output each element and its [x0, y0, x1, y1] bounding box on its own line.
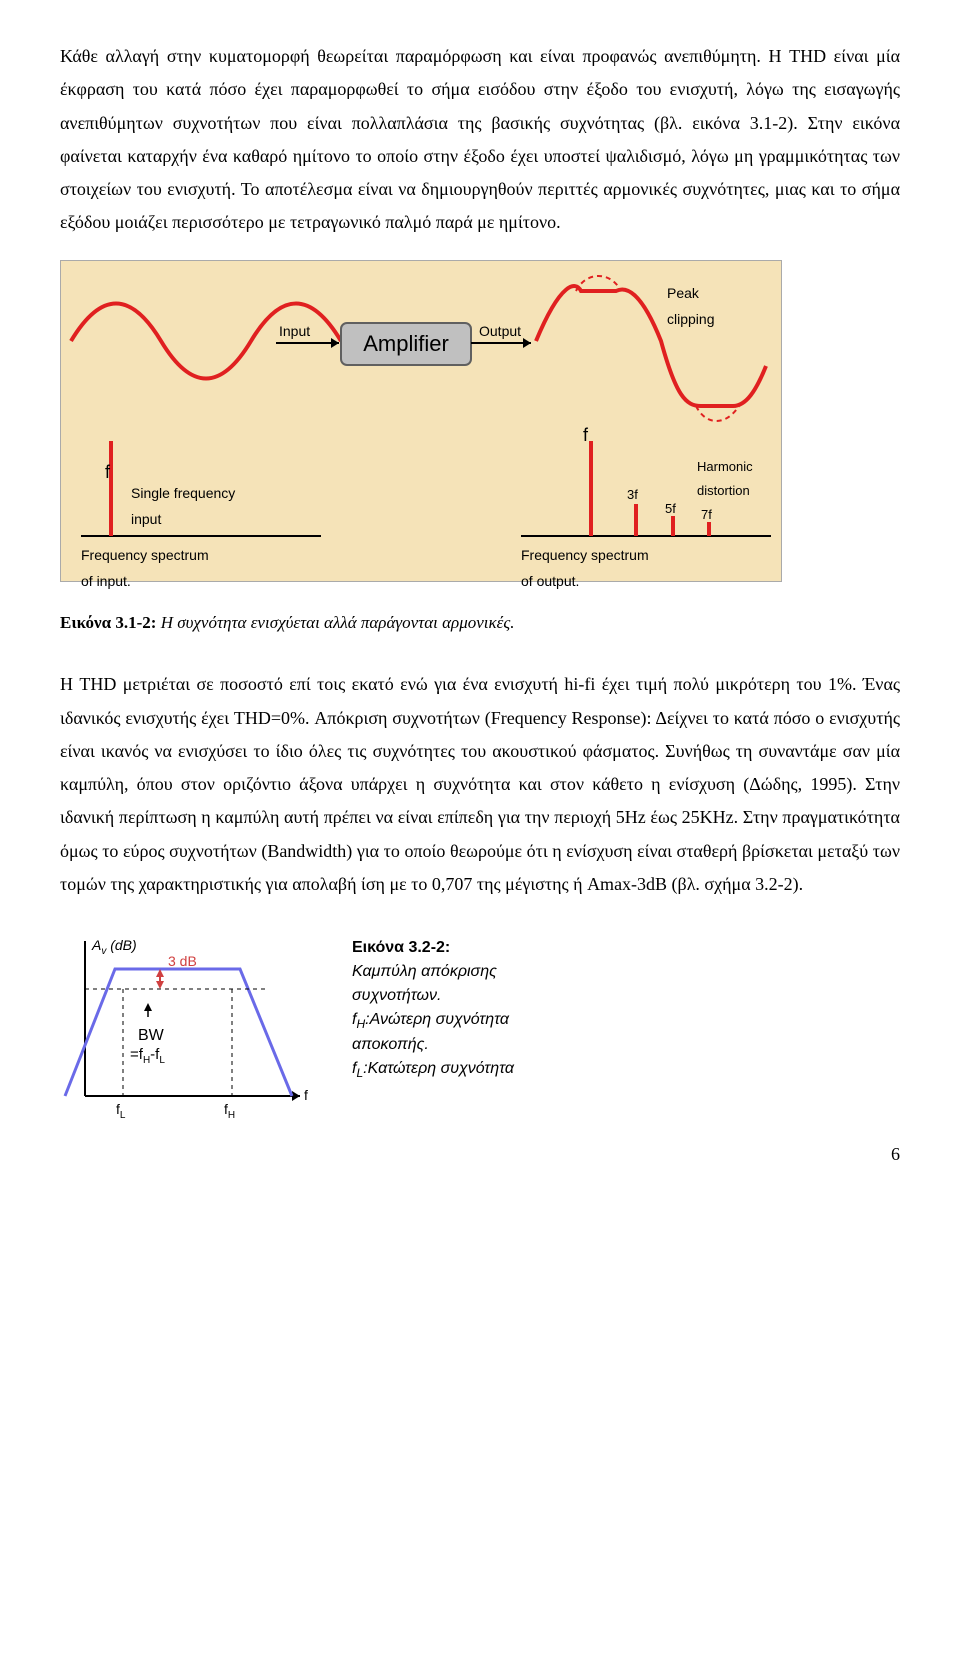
label-f-left: f: [105, 456, 110, 489]
label-3f: 3f: [627, 483, 638, 507]
caption-1-ital: Η συχνότητα ενισχύεται αλλά παράγονται α…: [161, 613, 515, 632]
label-5f: 5f: [665, 497, 676, 521]
caption-1-bold: Εικόνα 3.1-2:: [60, 613, 161, 632]
page-number: 6: [60, 1138, 900, 1171]
figure-2-row: Av (dB) 3 dB BW =fH-fL fL fH f Εικόνα 3.…: [60, 931, 900, 1116]
figure-1: Amplifier Input Output Peak clipping f: [60, 260, 900, 582]
label-fl: fL: [116, 1097, 125, 1125]
caption-2-line5: fL:Κατώτερη συχνότητα: [352, 1057, 514, 1082]
label-spectrum-input: Frequency spectrum of input.: [81, 543, 209, 595]
caption-2-line1: Καμπύλη απόκρισης: [352, 960, 514, 984]
label-bw-formula: =fH-fL: [130, 1041, 165, 1071]
label-peak-clipping: Peak clipping: [667, 281, 714, 333]
label-av: Av (dB): [92, 933, 137, 961]
caption-2-line3: fH:Ανώτερη συχνότητα: [352, 1008, 514, 1033]
paragraph-1: Κάθε αλλαγή στην κυματομορφή θεωρείται π…: [60, 40, 900, 240]
caption-2-line2: συχνοτήτων.: [352, 984, 514, 1008]
svg-text:Amplifier: Amplifier: [363, 331, 449, 356]
label-3db: 3 dB: [168, 949, 197, 975]
label-single-frequency: Single frequency input: [131, 481, 235, 533]
paragraph-2: Η THD μετριέται σε ποσοστό επί τοις εκατ…: [60, 668, 900, 901]
label-fh: fH: [224, 1097, 235, 1125]
figure-2-caption: Εικόνα 3.2-2: Καμπύλη απόκρισης συχνοτήτ…: [352, 936, 514, 1082]
label-output: Output: [479, 319, 521, 345]
label-7f: 7f: [701, 503, 712, 527]
figure-2-canvas: Av (dB) 3 dB BW =fH-fL fL fH f: [60, 931, 320, 1116]
label-f-axis: f: [304, 1083, 308, 1109]
label-f-right: f: [583, 419, 588, 452]
figure-1-caption: Εικόνα 3.1-2: Η συχνότητα ενισχύεται αλλ…: [60, 607, 900, 638]
figure-1-canvas: Amplifier Input Output Peak clipping f: [60, 260, 782, 582]
caption-2-bold: Εικόνα 3.2-2:: [352, 939, 450, 956]
label-input: Input: [279, 319, 310, 345]
caption-2-line4: αποκοπής.: [352, 1033, 514, 1057]
label-harmonic-distortion: Harmonic distortion: [697, 455, 753, 503]
label-spectrum-output: Frequency spectrum of output.: [521, 543, 649, 595]
